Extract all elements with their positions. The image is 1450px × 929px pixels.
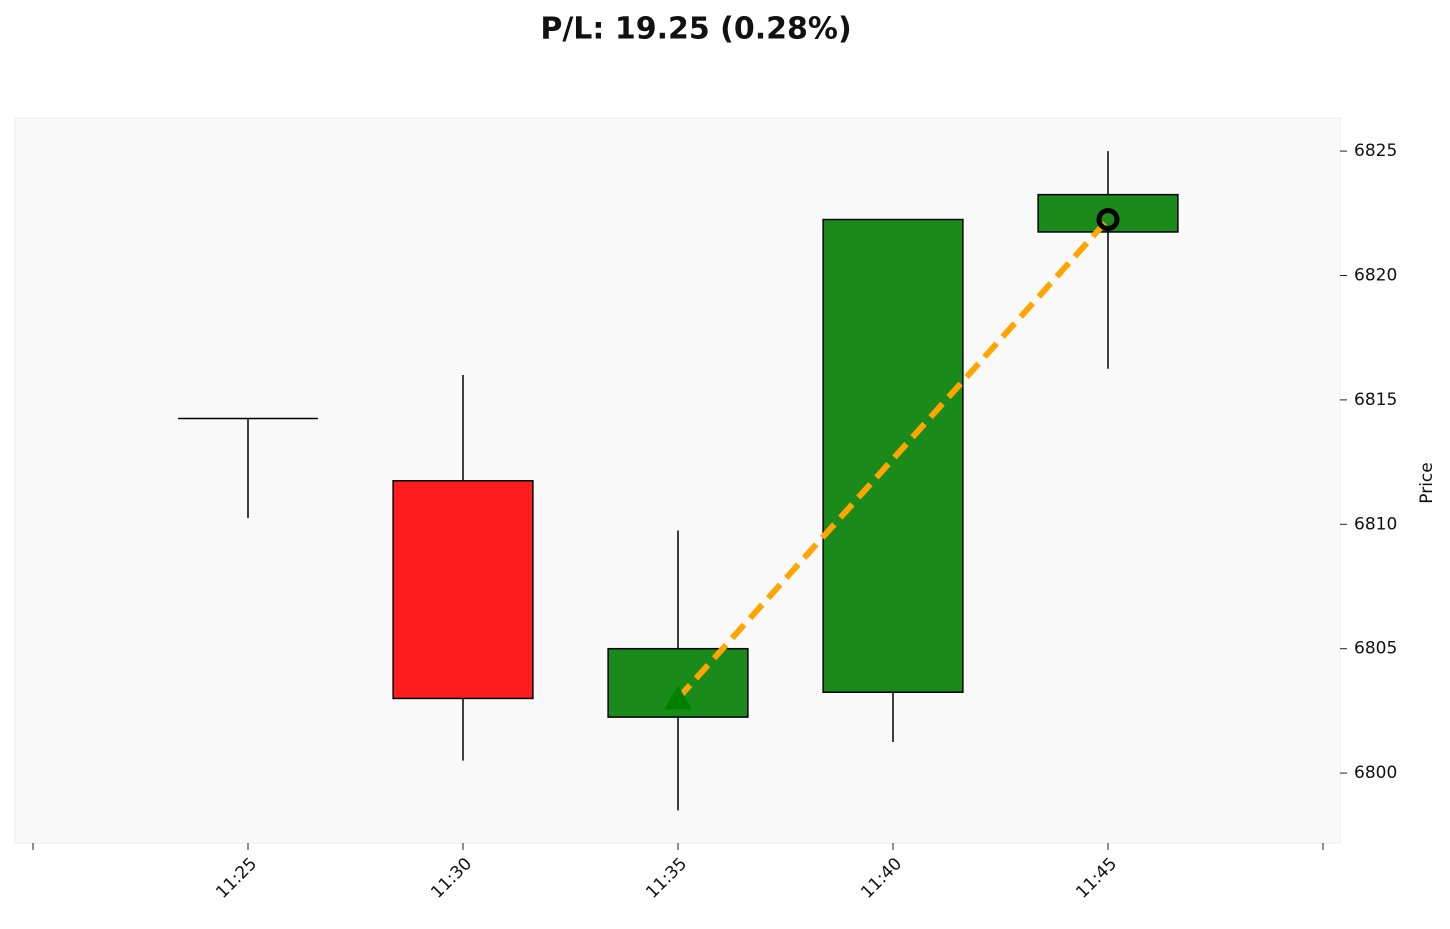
y-tick-label: 6825 — [1354, 141, 1397, 161]
entry-marker — [664, 685, 692, 710]
x-tick-label: 11:25 — [212, 854, 261, 903]
chart-title: P/L: 19.25 (0.28%) — [540, 12, 851, 47]
candle-body — [1037, 193, 1179, 233]
y-tick-label: 6815 — [1354, 390, 1397, 410]
y-tick-label: 6820 — [1354, 265, 1397, 285]
y-tick-label: 6805 — [1354, 639, 1397, 659]
candle-body — [392, 479, 534, 700]
y-tick-label: 6810 — [1354, 514, 1397, 534]
y-tick-label: 6800 — [1354, 763, 1397, 783]
exit-marker — [1096, 208, 1120, 232]
x-tick-label: 11:45 — [1072, 854, 1121, 903]
x-tick-label: 11:40 — [857, 854, 906, 903]
x-tick-label: 11:35 — [642, 854, 691, 903]
y-axis-label: Price — [1417, 462, 1437, 503]
x-tick-label: 11:30 — [427, 854, 476, 903]
